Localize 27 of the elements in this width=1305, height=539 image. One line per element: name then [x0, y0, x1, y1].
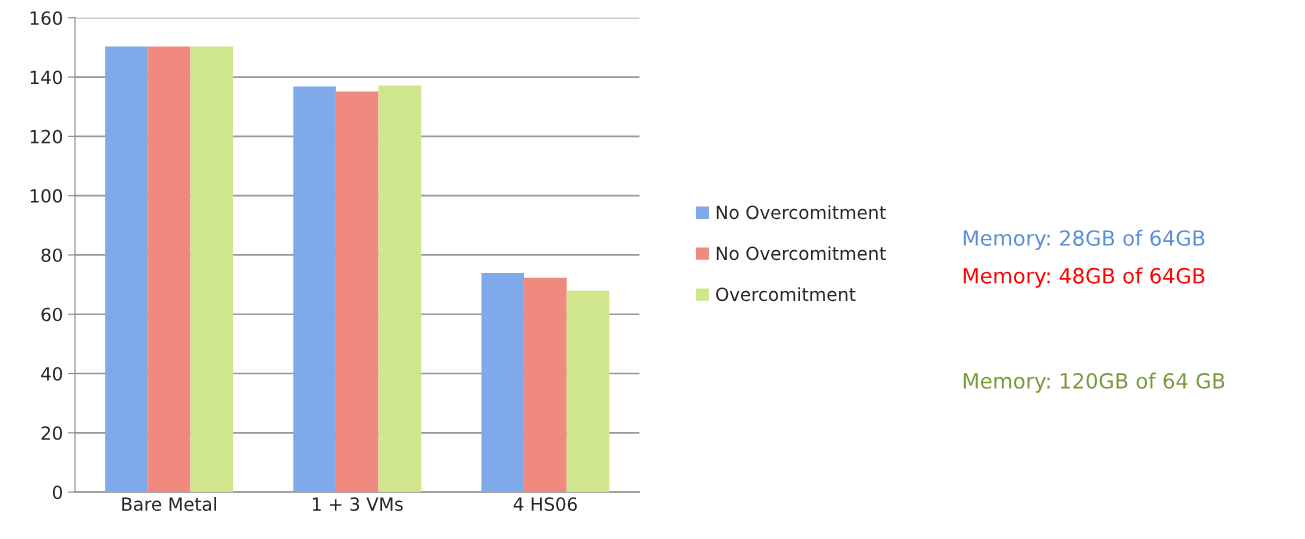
bar — [147, 46, 191, 493]
y-tick-label: 120 — [30, 129, 63, 144]
bar — [190, 46, 234, 493]
y-tick-label: 20 — [41, 426, 63, 440]
y-tick-label: 160 — [30, 11, 63, 25]
y-tick-label: 80 — [41, 248, 63, 263]
bar — [378, 85, 422, 493]
bar — [293, 86, 336, 493]
y-tick-label: 100 — [30, 189, 63, 203]
legend-label: Overcomitment — [716, 287, 856, 302]
text: Memory: 48GB of 64GB — [963, 267, 1205, 288]
x-tick-label: Bare Metal — [122, 496, 216, 511]
bar — [105, 46, 148, 493]
text: Memory: 120GB of 64 GB — [963, 372, 1225, 393]
y-tick-label: 140 — [30, 70, 63, 85]
bar — [524, 277, 567, 493]
text: Memory: 28GB of 64GB — [963, 229, 1205, 250]
y-tick-label: 40 — [41, 366, 63, 381]
bar — [566, 290, 610, 493]
y-tick-label: 60 — [41, 307, 63, 322]
legend-label: No Overcomitment — [716, 246, 886, 261]
bar — [481, 273, 525, 493]
x-tick-label: 1 + 3 VMs — [312, 497, 403, 511]
legend-label: No Overcomitment — [716, 205, 886, 220]
bar — [335, 91, 379, 493]
y-tick-label: 0 — [52, 485, 63, 500]
x-tick-label: 4 HS06 — [513, 497, 577, 511]
